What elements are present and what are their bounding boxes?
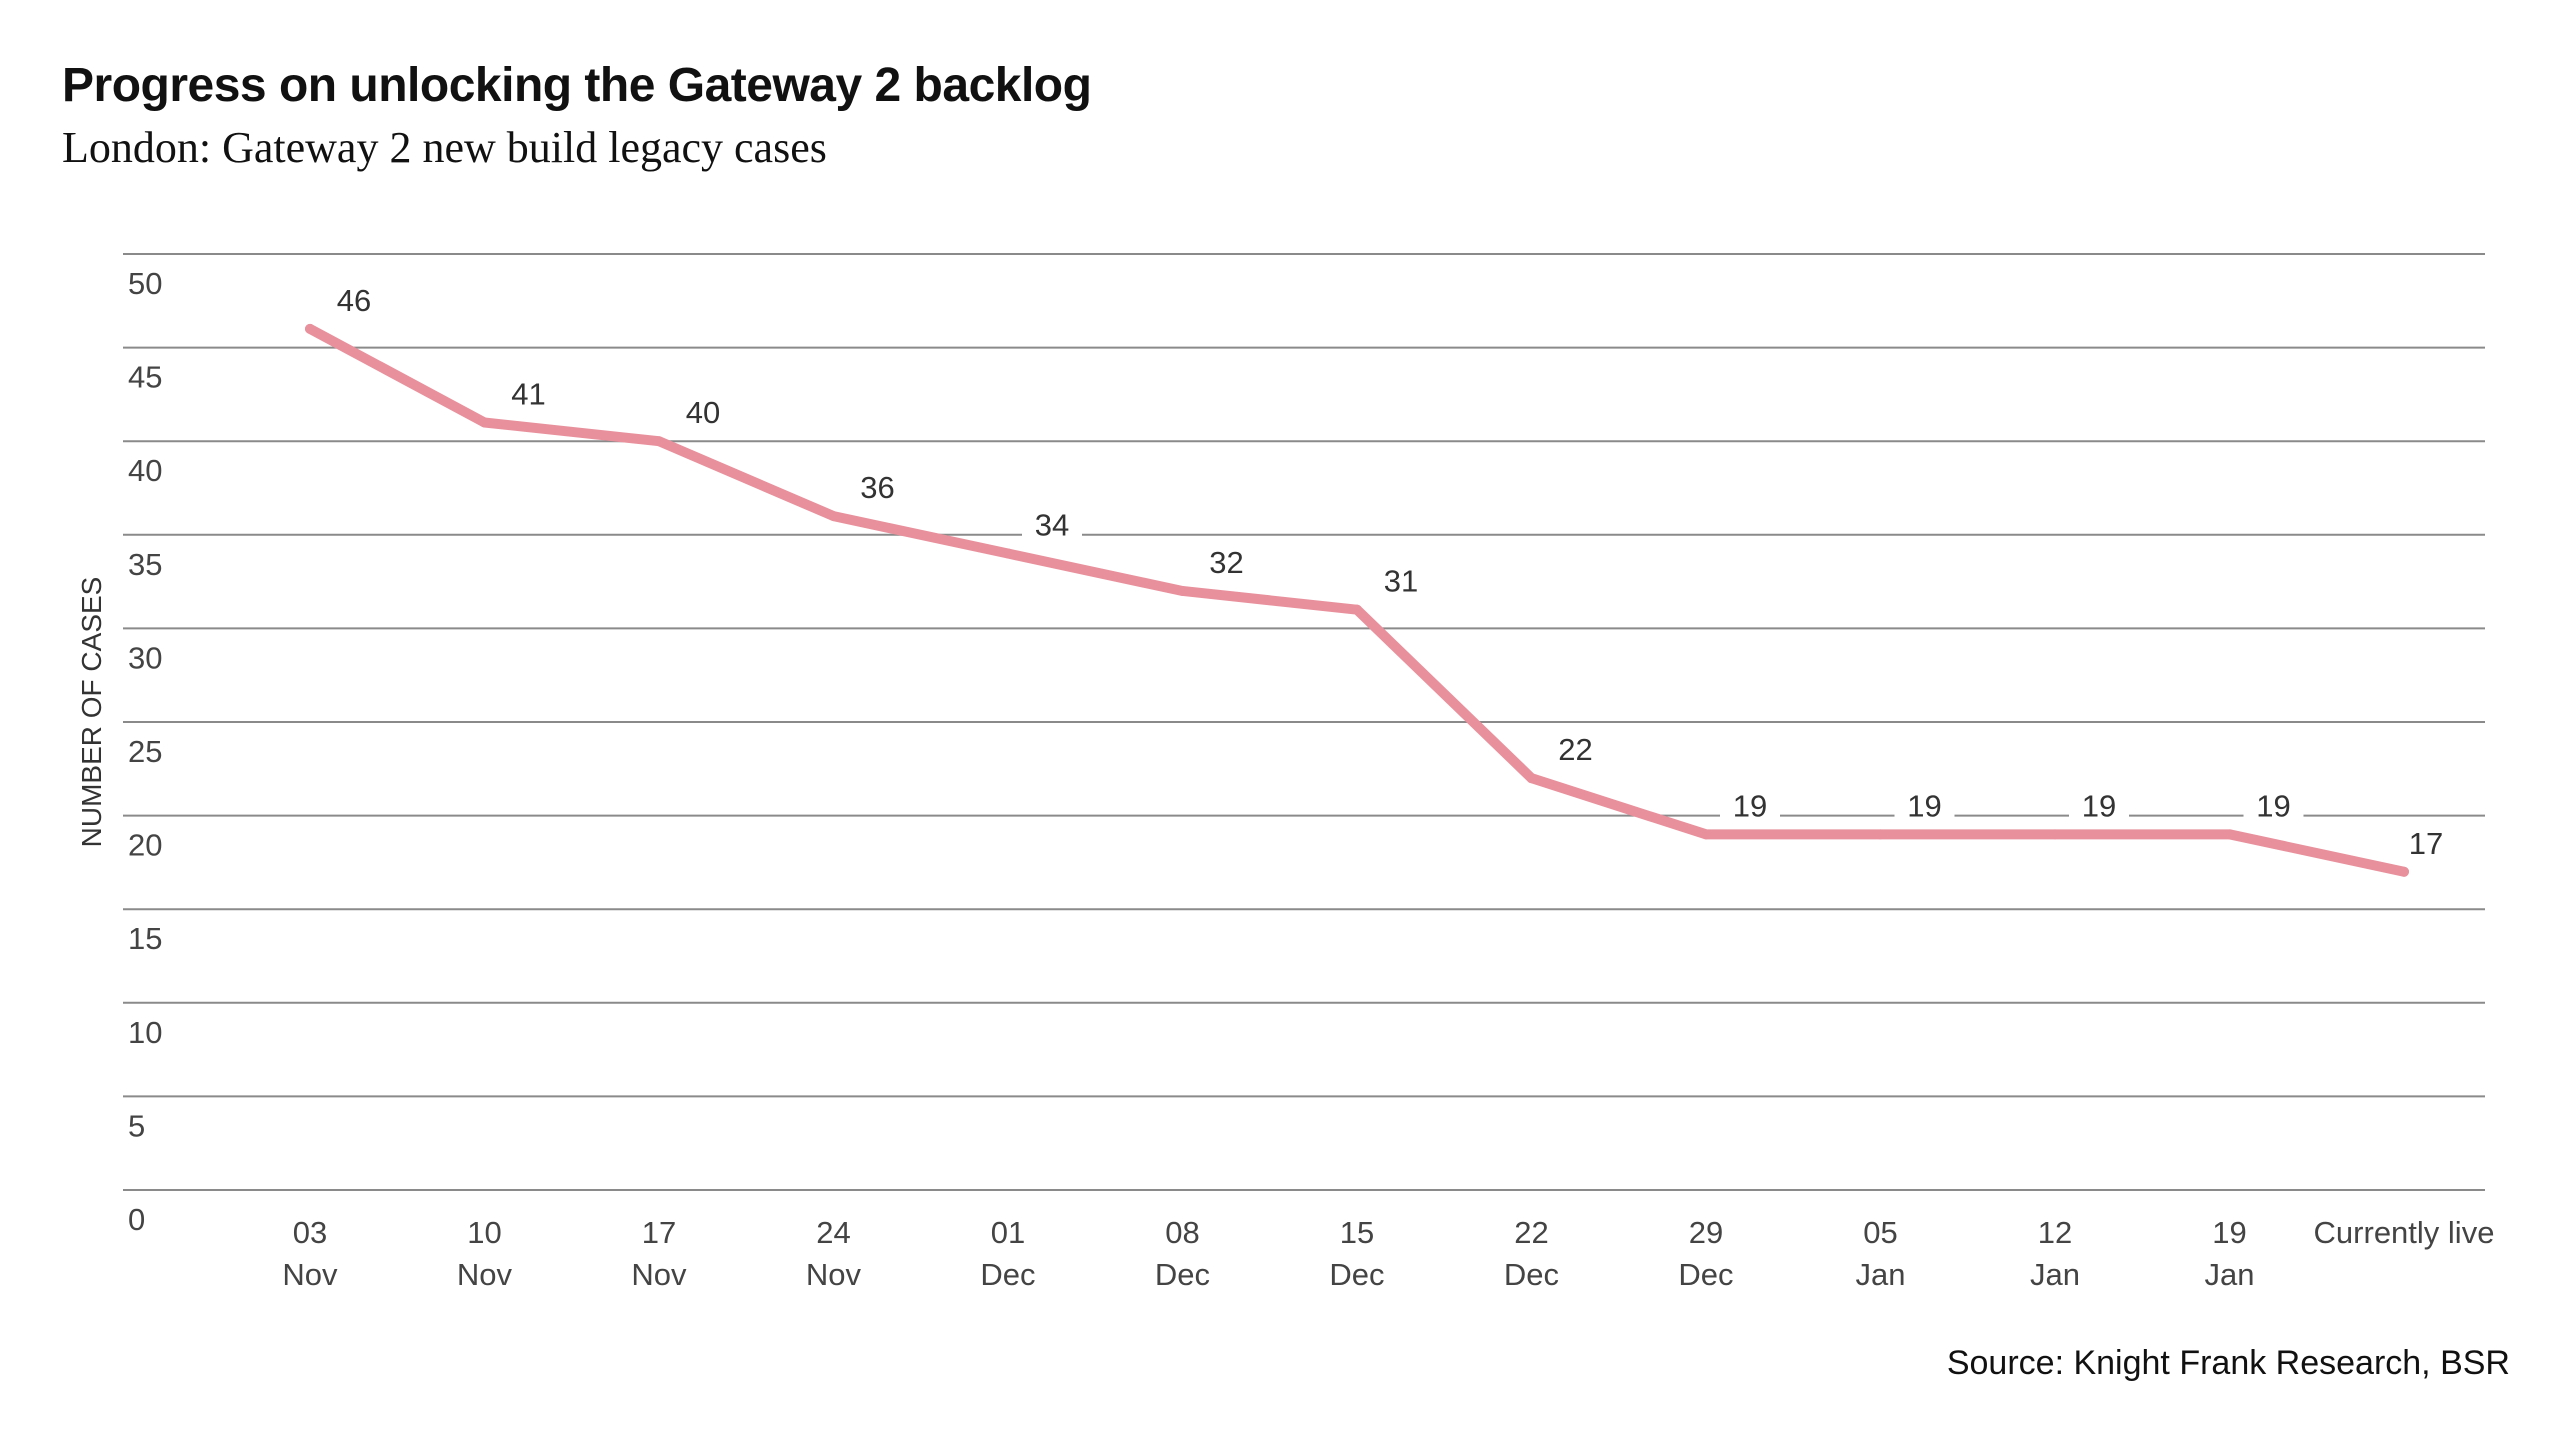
y-tick-label: 30 [128, 640, 162, 675]
x-tick-label: 17 [642, 1215, 676, 1250]
y-tick-label: 10 [128, 1015, 162, 1050]
data-label-background [2069, 782, 2129, 827]
y-tick-label: 0 [128, 1202, 145, 1237]
y-tick-label: 35 [128, 547, 162, 582]
y-tick-label: 20 [128, 828, 162, 863]
data-label-background [673, 389, 733, 434]
x-tick-label: 12 [2038, 1215, 2072, 1250]
chart-title: Progress on unlocking the Gateway 2 back… [62, 59, 1092, 112]
x-tick-label: Dec [980, 1257, 1035, 1292]
data-point [1177, 585, 1188, 596]
data-label: 19 [1733, 788, 1767, 823]
data-point [1701, 829, 1711, 840]
data-label-background [1894, 782, 1955, 827]
source-note: Source: Knight Frank Research, BSR [1946, 1344, 2510, 1382]
y-tick-label: 45 [128, 360, 162, 395]
data-point [1003, 548, 1013, 559]
data-point [1875, 829, 1886, 840]
x-tick-label: 03 [293, 1215, 327, 1250]
data-label: 41 [511, 376, 545, 411]
data-label-background [1022, 501, 1082, 546]
data-label: 17 [2409, 826, 2443, 861]
x-tick-label: Dec [1678, 1257, 1733, 1292]
data-label: 32 [1209, 545, 1243, 580]
data-label: 46 [337, 283, 371, 318]
data-label-background [2396, 819, 2456, 864]
data-label: 22 [1558, 732, 1592, 767]
x-tick-label: Dec [1504, 1257, 1559, 1292]
data-label-background [324, 276, 384, 321]
data-point [2399, 866, 2409, 877]
x-tick-label: Dec [1155, 1257, 1210, 1292]
y-tick-label: 40 [128, 453, 162, 488]
data-point [654, 436, 664, 447]
data-point [2224, 829, 2235, 840]
data-label: 34 [1035, 508, 1069, 543]
data-label: 40 [686, 395, 720, 430]
x-tick-label: 24 [816, 1215, 850, 1250]
x-tick-label: 15 [1340, 1215, 1374, 1250]
x-tick-label: Jan [1856, 1257, 1906, 1292]
x-tick-label: 29 [1689, 1215, 1723, 1250]
y-tick-label: 5 [128, 1108, 145, 1143]
x-tick-label: Currently live [2314, 1215, 2495, 1250]
x-tick-label: Nov [631, 1257, 687, 1292]
x-tick-label: 22 [1514, 1215, 1548, 1250]
chart-subtitle: London: Gateway 2 new build legacy cases [62, 123, 827, 172]
data-label-background [847, 464, 908, 509]
y-tick-label: 15 [128, 921, 162, 956]
y-tick-label: 25 [128, 734, 162, 769]
data-label-background [498, 370, 559, 415]
data-label: 31 [1384, 564, 1418, 599]
y-axis-title: NUMBER OF CASES [76, 577, 107, 848]
x-tick-label: Jan [2030, 1257, 2080, 1292]
x-tick-label: 19 [2212, 1215, 2246, 1250]
x-tick-label: 08 [1165, 1215, 1199, 1250]
data-label: 19 [1907, 788, 1941, 823]
x-tick-label: 01 [991, 1215, 1025, 1250]
y-tick-label: 50 [128, 266, 162, 301]
data-label-background [1545, 726, 1606, 771]
data-point [479, 417, 490, 428]
data-point [1352, 604, 1362, 615]
data-label-background [1371, 557, 1431, 602]
data-label: 19 [2082, 788, 2116, 823]
data-point [1526, 773, 1537, 784]
data-label-background [1720, 782, 1780, 827]
x-tick-label: Jan [2205, 1257, 2255, 1292]
x-tick-label: Nov [806, 1257, 862, 1292]
data-point [2050, 829, 2060, 840]
data-label: 36 [860, 470, 894, 505]
data-label-background [1196, 538, 1257, 583]
data-label: 19 [2256, 788, 2290, 823]
x-tick-label: Dec [1329, 1257, 1384, 1292]
data-point [828, 511, 839, 522]
x-tick-label: Nov [282, 1257, 338, 1292]
x-tick-label: Nov [457, 1257, 513, 1292]
data-point [305, 323, 315, 334]
data-label-background [2243, 782, 2304, 827]
x-tick-label: 10 [467, 1215, 501, 1250]
x-tick-label: 05 [1863, 1215, 1897, 1250]
